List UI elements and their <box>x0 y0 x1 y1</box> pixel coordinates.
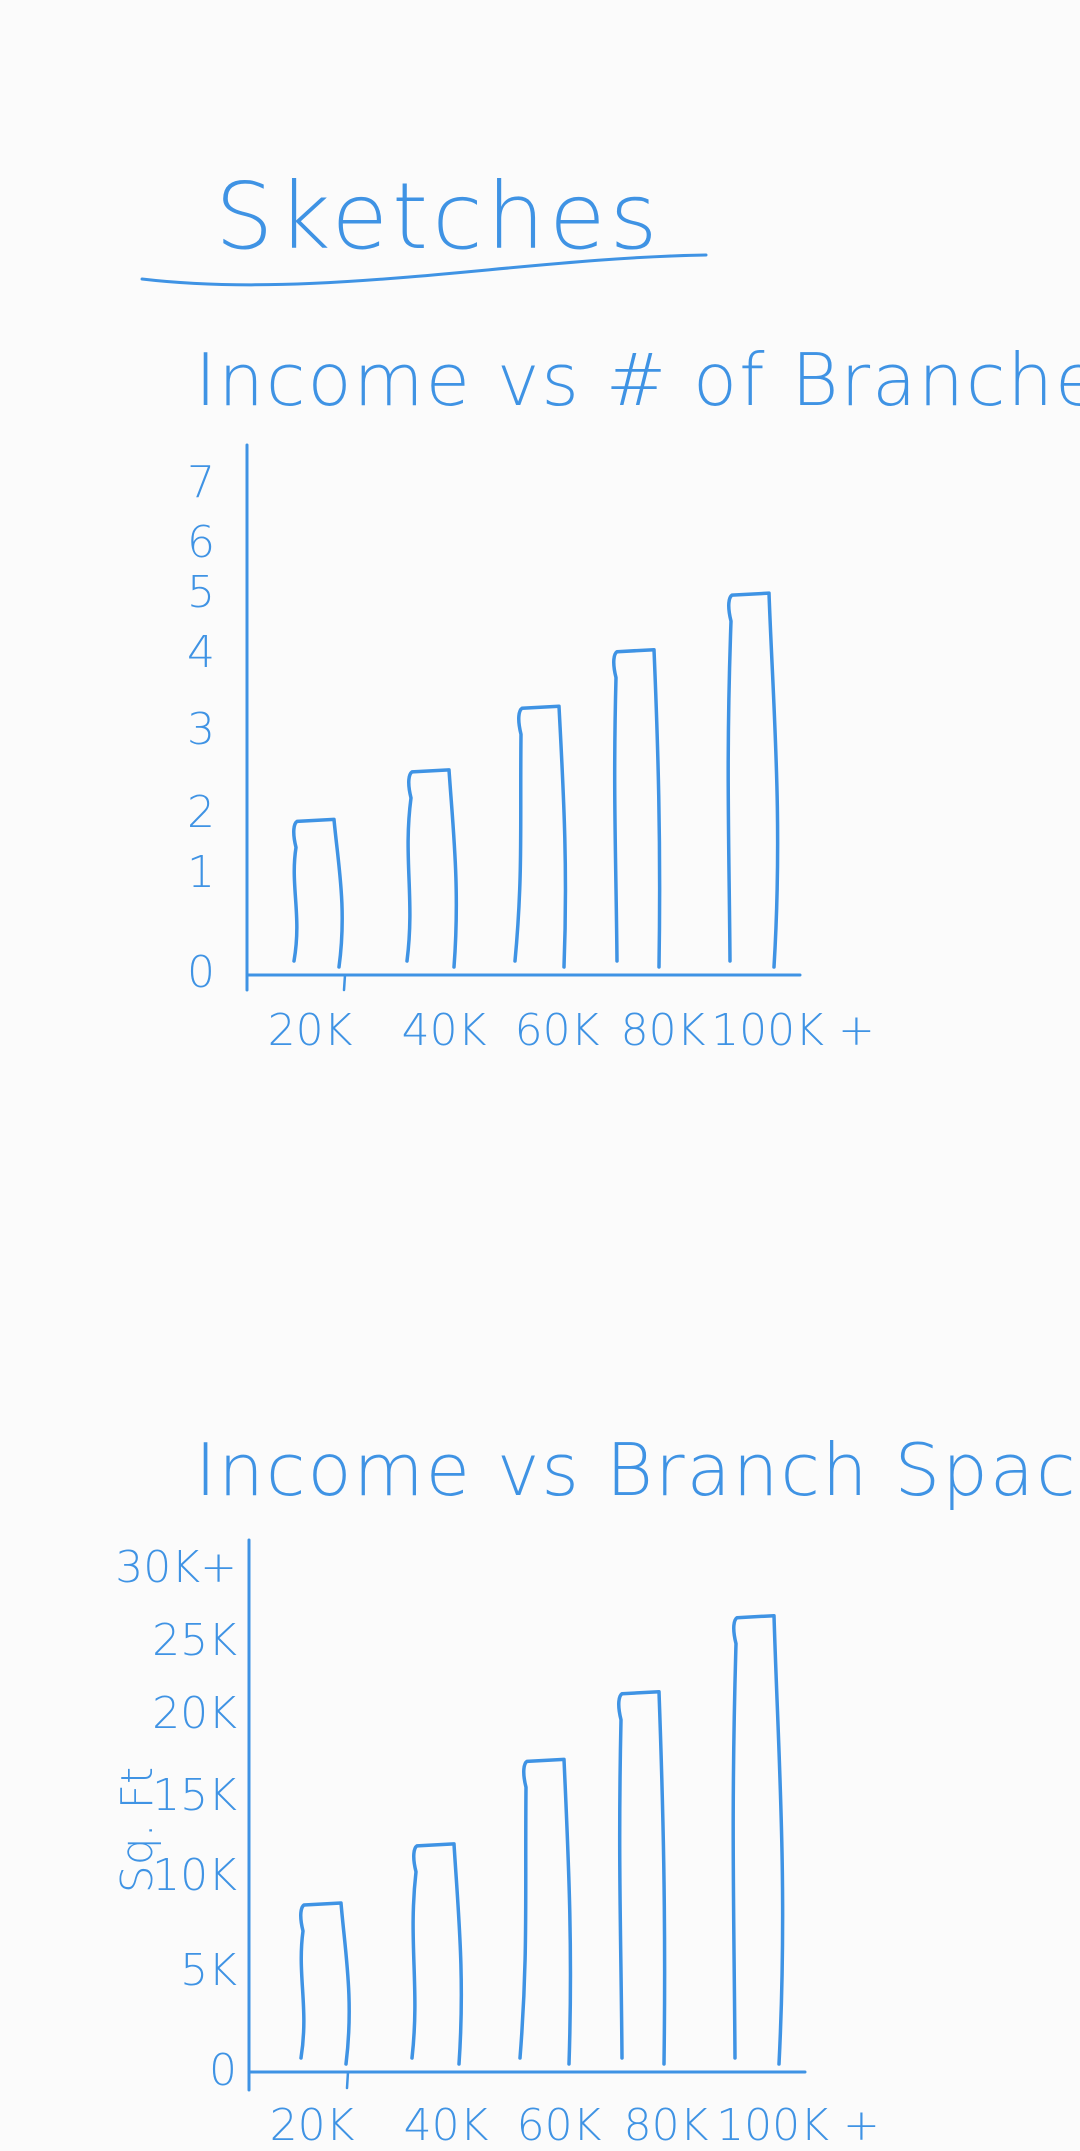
chart-2-xtick: 80K <box>624 2100 709 2151</box>
chart-income-vs-branch-space: Income vs Branch Space Sq. Ft 0 5K 10K 1… <box>112 1428 1080 2151</box>
chart-1-ytick: 4 <box>187 627 215 678</box>
chart-1-ytick: 1 <box>187 847 215 898</box>
chart-2-bar-40k <box>410 1842 464 2066</box>
chart-1-bar-20k <box>292 817 344 969</box>
chart-1-xtick: 20K <box>268 1005 353 1056</box>
chart-1-xtick: 100K + <box>711 1005 875 1056</box>
chart-1-ytick: 3 <box>187 704 215 755</box>
chart-2-ytick: 0 <box>209 2045 237 2096</box>
chart-1-bar-80k <box>612 647 662 969</box>
chart-1-bar-40k <box>405 768 459 969</box>
chart-2-bars <box>299 1613 785 2066</box>
chart-1-title: Income vs # of Branches <box>195 338 1080 422</box>
page-title: Sketches <box>215 163 662 270</box>
chart-1-bar-100k <box>726 591 780 969</box>
chart-2-axis-tick <box>345 2070 350 2090</box>
chart-2-ytick: 10K <box>152 1850 237 1901</box>
chart-2-xtick: 100K + <box>716 2100 880 2151</box>
chart-2-ytick: 20K <box>152 1688 237 1739</box>
chart-1-ytick: 5 <box>187 567 215 618</box>
chart-2-xtick: 60K <box>517 2100 602 2151</box>
chart-1-ytick: 6 <box>187 517 215 568</box>
chart-2-xtick: 40K <box>404 2100 489 2151</box>
chart-2-bar-100k <box>731 1613 785 2066</box>
chart-1-ytick: 7 <box>187 457 215 508</box>
chart-1-axis-tick <box>342 973 347 992</box>
chart-1-y-ticks: 0 1 2 3 4 5 6 7 <box>187 457 215 998</box>
chart-1-bar-60k <box>513 704 568 969</box>
chart-1-x-ticks: 20K 40K 60K 80K 100K + <box>268 1005 875 1056</box>
chart-2-ytick: 15K <box>152 1770 237 1821</box>
chart-2-xtick: 20K <box>270 2100 355 2151</box>
chart-income-vs-branches: Income vs # of Branches 0 1 2 3 4 5 6 7 … <box>187 338 1080 1056</box>
chart-1-xtick: 40K <box>402 1005 487 1056</box>
chart-2-x-ticks: 20K 40K 60K 80K 100K + <box>270 2100 880 2151</box>
chart-2-ytick: 25K <box>152 1615 237 1666</box>
chart-2-ytick: 5K <box>180 1945 237 1996</box>
chart-2-title: Income vs Branch Space <box>195 1428 1080 1512</box>
chart-2-y-label: Sq. Ft <box>112 1767 163 1893</box>
chart-2-y-ticks: 0 5K 10K 15K 20K 25K 30K+ <box>115 1542 237 2096</box>
chart-1-xtick: 60K <box>515 1005 600 1056</box>
chart-2-bar-20k <box>299 1901 351 2066</box>
chart-1-bars <box>292 591 780 969</box>
chart-2-bar-80k <box>617 1690 667 2066</box>
chart-2-ytick: 30K+ <box>115 1542 237 1593</box>
title-underline <box>140 253 708 287</box>
chart-1-ytick: 2 <box>187 787 215 838</box>
chart-2-bar-60k <box>518 1757 573 2066</box>
chart-1-ytick: 0 <box>187 947 215 998</box>
chart-1-xtick: 80K <box>621 1005 706 1056</box>
